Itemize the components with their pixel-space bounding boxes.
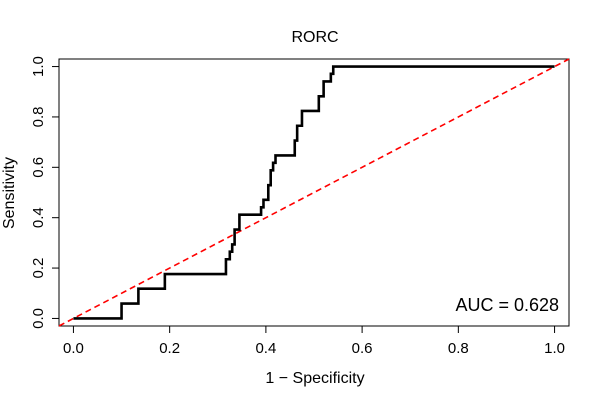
y-tick-label: 1.0 bbox=[30, 56, 47, 77]
y-tick-label: 0.8 bbox=[30, 107, 47, 128]
x-tick-label: 1.0 bbox=[544, 340, 565, 357]
reference-diagonal-line bbox=[58, 58, 570, 327]
y-tick-label: 0.4 bbox=[30, 207, 47, 228]
x-tick-label: 0.2 bbox=[159, 340, 180, 357]
y-tick-label: 0.6 bbox=[30, 157, 47, 178]
chart-title: RORC bbox=[291, 29, 338, 46]
x-axis: 0.0 0.2 0.4 0.6 0.8 1.0 bbox=[63, 325, 565, 357]
y-axis: 0.0 0.2 0.4 0.6 0.8 1.0 bbox=[30, 56, 60, 329]
x-tick-label: 0.4 bbox=[255, 340, 276, 357]
x-tick-label: 0.8 bbox=[448, 340, 469, 357]
roc-curve-line bbox=[73, 65, 555, 320]
plot-frame bbox=[58, 58, 570, 327]
y-tick-label: 0.0 bbox=[30, 308, 47, 329]
y-axis-label: Sensitivity bbox=[1, 157, 18, 229]
y-tick-label: 0.2 bbox=[30, 258, 47, 279]
x-tick-label: 0.6 bbox=[352, 340, 373, 357]
x-axis-label: 1 − Specificity bbox=[265, 370, 364, 387]
series-layer bbox=[58, 58, 570, 327]
auc-annotation: AUC = 0.628 bbox=[455, 295, 559, 315]
x-tick-label: 0.0 bbox=[63, 340, 84, 357]
